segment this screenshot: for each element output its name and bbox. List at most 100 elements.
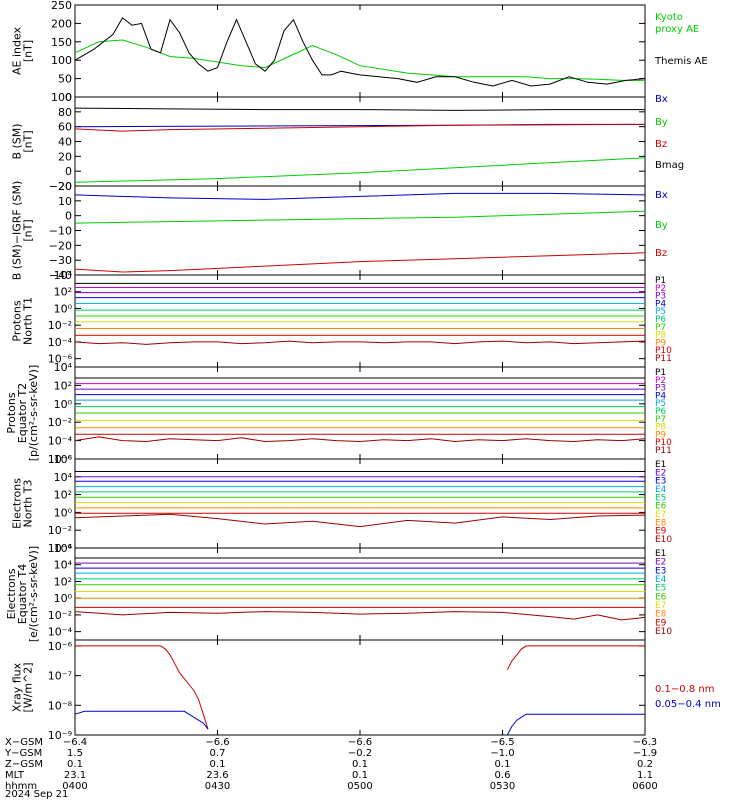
series-line-bx (74, 192, 646, 200)
series-line-by (74, 210, 646, 224)
series-line-p11 (74, 436, 646, 443)
legend-entry: P8 (655, 423, 666, 433)
y-tick-label: 10⁰ (54, 302, 73, 315)
legend-entry: Bmag (655, 160, 684, 171)
footer-value: 0.1 (352, 770, 368, 781)
y-tick-label: 10 (58, 195, 72, 208)
y-tick-label: 10⁻⁴ (48, 542, 73, 555)
y-tick-label: 10⁻⁸ (48, 699, 73, 712)
footer-value: 0.1 (210, 759, 226, 770)
y-axis-label: ProtonsEquator T2[p/(cm²-s-sr-keV)] (5, 365, 40, 462)
footer-row-label: Z−GSM (5, 759, 43, 770)
y-axis-label: B (SM)[nT] (11, 123, 35, 159)
panel-frame (74, 458, 646, 549)
legend-entry: Bz (655, 139, 667, 150)
y-tick-label: 10⁻⁴ (48, 435, 73, 448)
y-tick-label: 10⁻² (48, 416, 72, 429)
legend-entry: E3 (655, 566, 666, 576)
legend-entry: 0.1−0.8 nm (655, 684, 714, 695)
series-line-p11 (74, 340, 646, 345)
y-tick-label: 10² (54, 489, 72, 502)
y-tick-label: 60 (58, 121, 72, 134)
y-axis-label: B (SM)−IGRF (SM)[nT] (11, 181, 35, 281)
footer-value: 0.1 (495, 759, 511, 770)
series-line-bz (74, 252, 646, 273)
legend-entry: P8 (655, 331, 666, 341)
footer-value: 1.5 (67, 748, 83, 759)
y-tick-label: 80 (58, 106, 72, 119)
legend-entry: Bx (655, 190, 668, 201)
series-line-e10 (74, 513, 646, 528)
y-tick-label: 10⁻² (48, 609, 72, 622)
legend-entry: By (655, 117, 668, 128)
y-tick-label: 10⁶ (54, 542, 73, 555)
legend-entry: E1 (655, 549, 666, 559)
footer-row-label: hhmm (5, 781, 37, 792)
footer-value: −1.0 (490, 748, 514, 759)
legend-entry: P2 (655, 376, 666, 386)
legend-entry: P9 (655, 338, 666, 348)
legend-entry: By (655, 220, 668, 231)
y-tick-label: 10⁴ (54, 559, 73, 572)
y-tick-label: 10⁴ (54, 269, 73, 282)
legend-entry: E4 (655, 485, 667, 495)
y-tick-label: 10⁰ (54, 592, 73, 605)
footer-value: 23.6 (206, 770, 228, 781)
legend-entry: P10 (655, 346, 672, 356)
legend-entry: P11 (655, 446, 672, 456)
legend-entry: 0.05−0.4 nm (655, 699, 721, 710)
y-axis-label: ElectronsEquator T4[e/(cm²-s-sr-keV)] (5, 546, 40, 642)
y-tick-label: 10⁻⁶ (48, 640, 73, 653)
y-tick-label: 10⁻⁶ (48, 453, 73, 466)
legend-entry: E7 (655, 601, 666, 611)
y-tick-label: 100 (51, 91, 72, 104)
legend-entry: Bz (655, 248, 667, 259)
y-tick-label: 10⁶ (54, 453, 73, 466)
y-tick-label: 10² (54, 575, 72, 588)
y-axis-label: ElectronsNorth T3 (11, 478, 35, 529)
footer-value: 0400 (62, 781, 87, 792)
footer-value: −6.4 (63, 737, 87, 748)
y-tick-label: 20 (58, 150, 72, 163)
panel-frame (74, 274, 646, 368)
y-tick-label: 10⁰ (54, 398, 73, 411)
y-tick-label: −20 (49, 180, 72, 193)
footer-value: 0.1 (67, 759, 83, 770)
legend-entry: E10 (655, 535, 672, 545)
y-axis-label: Xray flux[W/m^2] (11, 662, 35, 712)
legend-entry: P6 (655, 315, 666, 325)
legend-entry: P4 (655, 299, 666, 309)
footer-value: 0.6 (495, 770, 511, 781)
series-line-e10 (74, 611, 646, 621)
footer-value: −0.2 (348, 748, 372, 759)
footer-row-label: Y−GSM (4, 748, 42, 759)
y-tick-label: 40 (58, 136, 72, 149)
y-tick-label: 200 (51, 17, 72, 30)
legend-entry: E6 (655, 592, 667, 602)
legend-entry: E4 (655, 575, 667, 585)
legend-entry: E5 (655, 584, 666, 594)
y-tick-label: 10⁰ (54, 506, 73, 519)
footer-value: 0430 (205, 781, 230, 792)
y-tick-label: 20 (58, 180, 72, 193)
legend-entry: P5 (655, 307, 666, 317)
legend-entry: E5 (655, 493, 666, 503)
legend-entry: P2 (655, 284, 666, 294)
y-tick-label: 10⁻⁴ (48, 626, 73, 639)
panel-frame (74, 547, 646, 641)
series-line-by (74, 157, 646, 183)
legend-entry: P5 (655, 399, 666, 409)
series-line-themis-ae (74, 17, 646, 87)
y-tick-label: −20 (49, 239, 72, 252)
footer-value: 0.2 (637, 759, 653, 770)
y-tick-label: 10⁻⁴ (48, 336, 73, 349)
footer-value: −6.5 (490, 737, 514, 748)
legend-entry: P4 (655, 391, 666, 401)
footer-value: 23.1 (64, 770, 86, 781)
footer-value: −6.6 (348, 737, 372, 748)
legend-entry: Themis AE (654, 56, 708, 67)
legend-entry: Bx (655, 94, 668, 105)
